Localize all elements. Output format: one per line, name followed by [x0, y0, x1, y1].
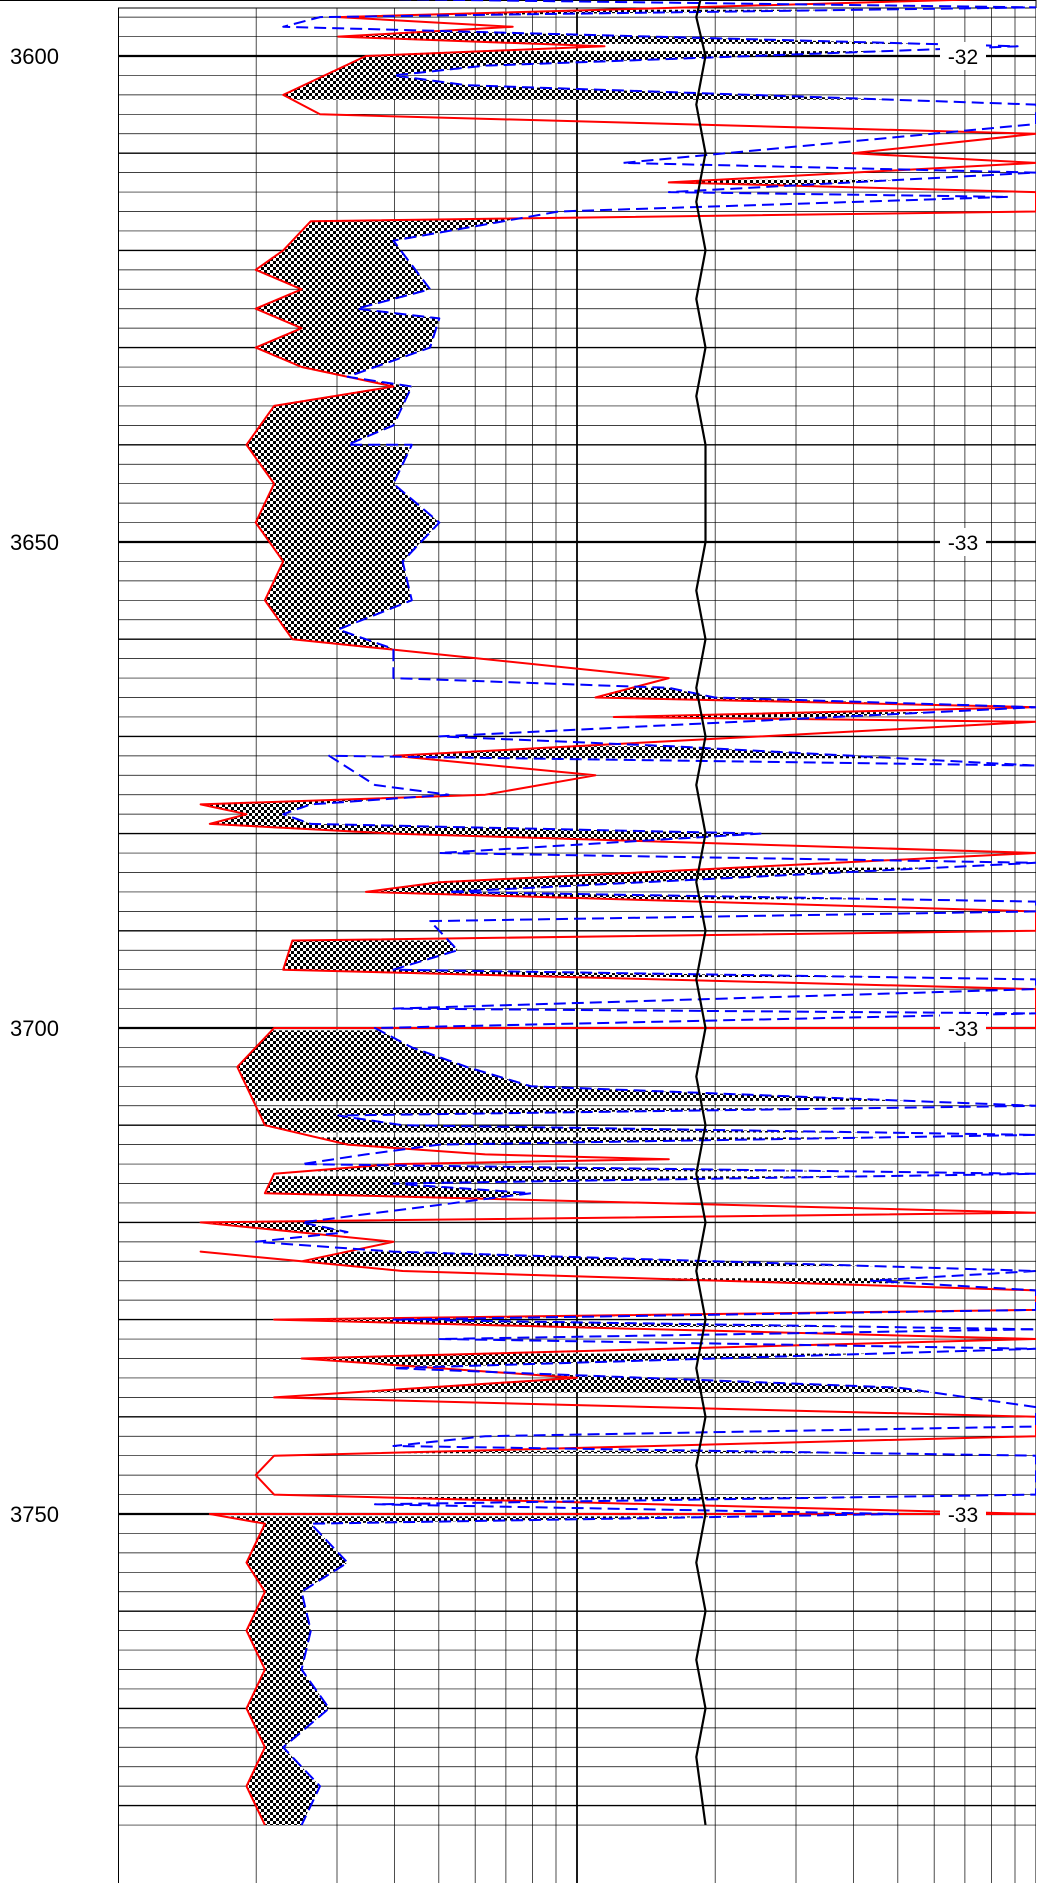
fill-segment [223, 1516, 752, 1825]
track-label: -33 [948, 532, 978, 555]
fill-segment [283, 51, 894, 100]
fill-segment [316, 1137, 887, 1148]
fill-segment [264, 1176, 876, 1199]
track-label: -32 [948, 46, 978, 69]
fill-segment [246, 381, 440, 649]
depth-label: 3750 [10, 1502, 59, 1527]
series-line-solid-black [695, 0, 707, 1826]
fill-segment [365, 867, 939, 900]
fill-segment [303, 1166, 853, 1172]
depth-label: 3650 [10, 530, 59, 555]
depth-label: 3700 [10, 1016, 59, 1041]
fill-segment [255, 218, 518, 375]
track-label: -33 [948, 1018, 978, 1041]
track-label: -33 [948, 1504, 978, 1527]
track-label-bg [940, 42, 986, 70]
fill-segment [301, 1353, 876, 1366]
fill-segment [283, 940, 876, 977]
fill-segment [349, 1373, 933, 1393]
series-group [199, 0, 1036, 1826]
depth-label: 3600 [10, 44, 59, 69]
track-label-bg [940, 1500, 986, 1528]
labels: 3600 3650 3700 3750 -32 -33 -33 -33 [10, 42, 986, 1528]
track-label-bg [940, 528, 986, 556]
series-line-solid-red [199, 0, 1036, 1826]
fill-segment [237, 1030, 910, 1101]
track-label-bg [940, 1014, 986, 1042]
fill-segment [338, 31, 926, 44]
fill-segment [393, 746, 899, 759]
